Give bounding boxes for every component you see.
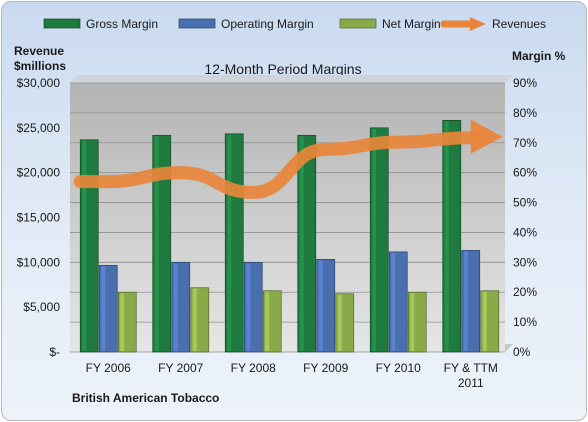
left-tick-label: $25,000: [17, 121, 61, 135]
left-tick-label: $15,000: [17, 211, 61, 225]
bar-highlight: [410, 293, 415, 351]
revenues-line: [73, 130, 482, 199]
x-tick-label: FY 2010: [376, 361, 421, 375]
bar-highlight: [265, 291, 270, 351]
x-tick-label: FY & TTM: [444, 361, 498, 375]
bar-highlight: [299, 136, 304, 351]
right-tick-label: 50%: [513, 196, 537, 210]
right-tick-label: 80%: [513, 106, 537, 120]
x-tick-label: FY 2007: [158, 361, 203, 375]
legend-swatch-gross-margin: [43, 18, 81, 29]
right-tick-label: 0%: [513, 345, 531, 359]
left-tick-label: $30,000: [17, 76, 61, 90]
right-tick-label: 20%: [513, 285, 537, 299]
x-tick-label: 2011: [458, 376, 484, 390]
legend: Gross Margin Operating Margin Net Margin Re…: [43, 17, 546, 31]
bar-highlight: [318, 260, 323, 351]
bar-highlight: [444, 121, 449, 351]
right-tick-label: 40%: [513, 225, 537, 239]
legend-arrow: [470, 17, 486, 31]
bar-highlight: [101, 266, 106, 351]
chart-title: 12-Month Period Margins: [204, 61, 361, 77]
right-tick-label: 30%: [513, 255, 537, 269]
bar-highlight: [227, 134, 232, 351]
right-tick-label: 70%: [513, 136, 537, 150]
legend-swatch-net-margin: [339, 18, 377, 29]
legend-swatch-operating-margin: [178, 18, 216, 29]
legend-label-net-margin: Net Margin: [382, 17, 441, 31]
x-tick-label: FY 2009: [303, 361, 348, 375]
left-tick-label: $5,000: [23, 300, 60, 314]
bar-highlight: [463, 251, 468, 351]
bar-highlight: [391, 252, 396, 351]
revenues-arrowhead: [470, 119, 503, 154]
bar-highlight: [372, 128, 377, 351]
plot-top-wall: [70, 75, 513, 83]
bar-highlight: [192, 288, 197, 351]
left-tick-label: $-: [49, 345, 60, 359]
company-name: British American Tobacco: [72, 391, 219, 405]
left-axis-label-line2: $millions: [14, 59, 66, 73]
right-axis-label: Margin %: [512, 49, 566, 63]
bar-highlight: [482, 291, 487, 351]
left-tick-label: $10,000: [17, 255, 61, 269]
legend-label-gross-margin: Gross Margin: [86, 17, 158, 31]
plot-background: [70, 83, 505, 352]
bar-highlight: [120, 293, 125, 351]
right-tick-label: 90%: [513, 76, 537, 90]
bar-highlight: [154, 136, 159, 351]
right-tick-label: 60%: [513, 166, 537, 180]
x-tick-label: FY 2008: [231, 361, 276, 375]
legend-label-operating-margin: Operating Margin: [221, 17, 314, 31]
right-tick-label: 10%: [513, 315, 537, 329]
bar-highlight: [173, 263, 178, 351]
legend-label-revenues: Revenues: [492, 17, 546, 31]
plot-area: $- $5,000 $10,000 $15,000 $20,000 $25,000 $30,…: [17, 75, 537, 390]
bar-highlight: [246, 263, 251, 351]
x-tick-label: FY 2006: [86, 361, 131, 375]
bar-highlight: [337, 294, 342, 351]
left-tick-label: $20,000: [17, 166, 61, 180]
left-axis-label-line1: Revenue: [14, 44, 64, 58]
bar-highlight: [82, 140, 87, 351]
